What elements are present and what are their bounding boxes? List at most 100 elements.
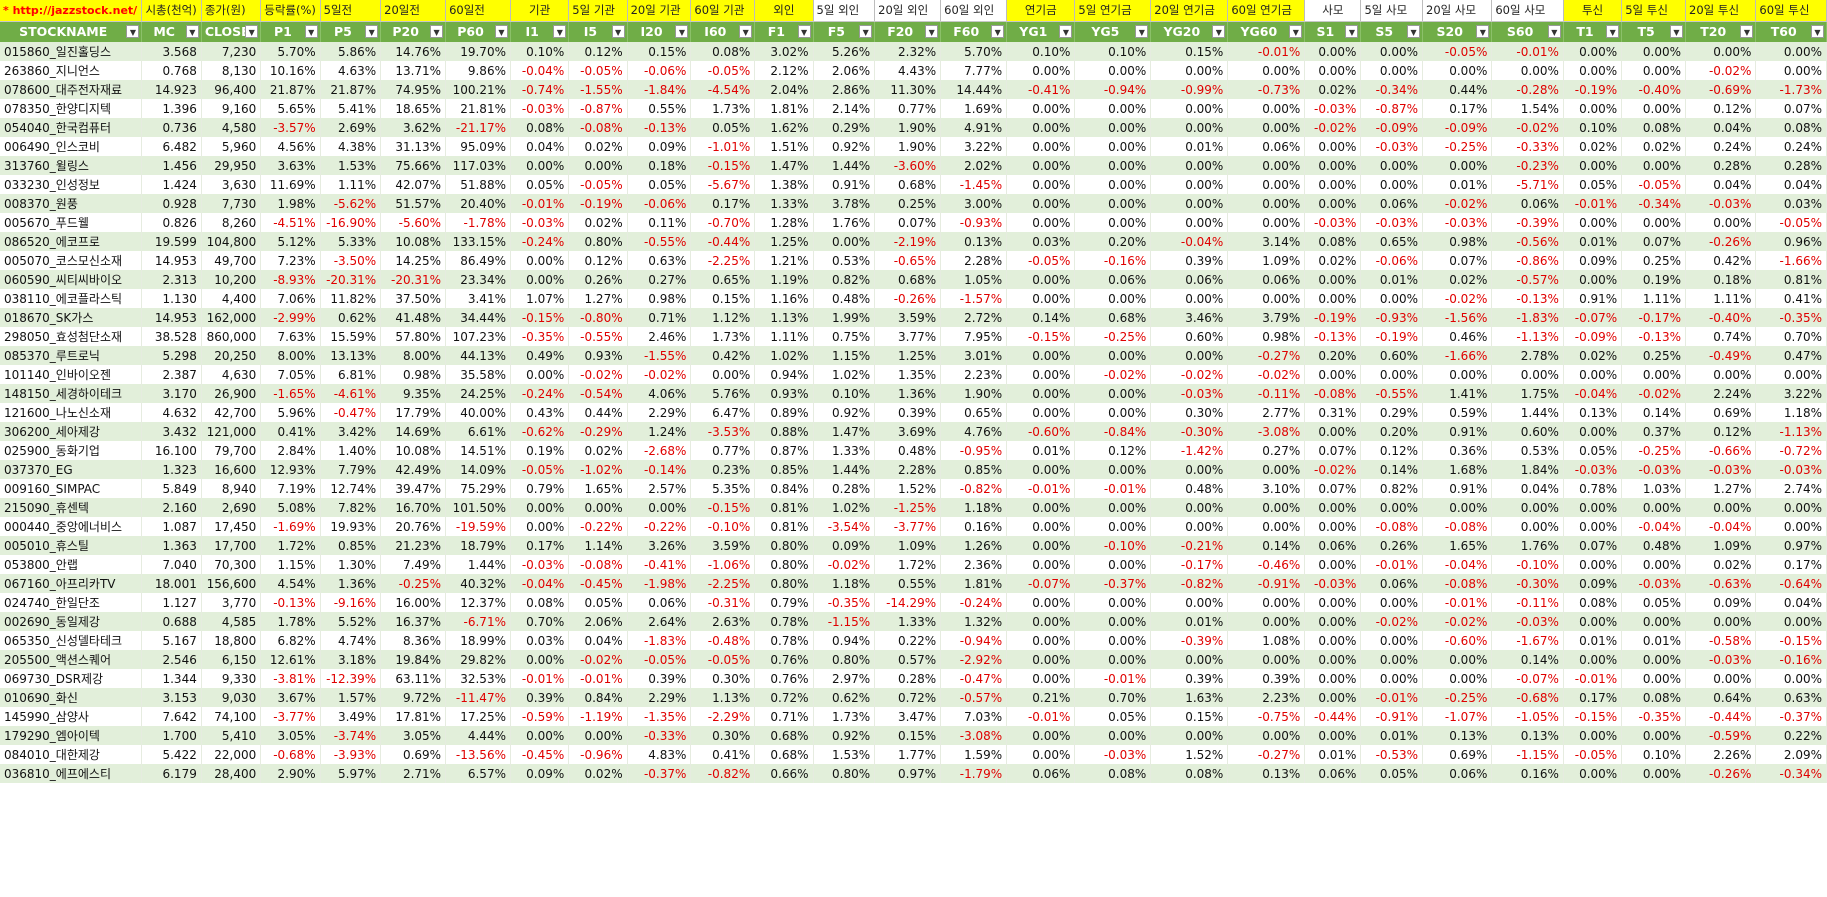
value-cell[interactable]: -0.86%: [1491, 251, 1564, 270]
value-cell[interactable]: 4.44%: [445, 726, 511, 745]
value-cell[interactable]: 1.02%: [754, 346, 814, 365]
value-cell[interactable]: 3.49%: [320, 707, 382, 726]
value-cell[interactable]: -3.77%: [874, 517, 942, 536]
value-cell[interactable]: 0.00%: [1621, 650, 1686, 669]
value-cell[interactable]: 3.05%: [260, 726, 321, 745]
value-cell[interactable]: 0.00%: [627, 498, 692, 517]
stock-name-cell[interactable]: 101140_인바이오젠: [0, 365, 143, 384]
value-cell[interactable]: 0.00%: [1304, 650, 1362, 669]
value-cell[interactable]: 1.69%: [940, 99, 1008, 118]
value-cell[interactable]: 0.00%: [1563, 498, 1623, 517]
value-cell[interactable]: 0.85%: [320, 536, 382, 555]
value-cell[interactable]: 0.17%: [1422, 99, 1493, 118]
value-cell[interactable]: 0.60%: [1150, 327, 1229, 346]
value-cell[interactable]: 0.00%: [1074, 61, 1152, 80]
value-cell[interactable]: 0.00%: [1563, 42, 1623, 61]
value-cell[interactable]: 0.06%: [1006, 764, 1076, 783]
value-cell[interactable]: -5.60%: [380, 213, 447, 232]
column-header-s1[interactable]: S1 ▼: [1304, 21, 1362, 42]
value-cell[interactable]: 0.00%: [1006, 745, 1076, 764]
value-cell[interactable]: -0.02%: [1304, 118, 1362, 137]
value-cell[interactable]: 0.02%: [1685, 555, 1757, 574]
value-cell[interactable]: 4.74%: [320, 631, 382, 650]
value-cell[interactable]: -0.16%: [1755, 650, 1827, 669]
value-cell[interactable]: 0.74%: [1685, 327, 1757, 346]
value-cell[interactable]: 0.24%: [1685, 137, 1757, 156]
value-cell[interactable]: -0.14%: [627, 460, 692, 479]
value-cell[interactable]: 39.47%: [380, 479, 447, 498]
value-cell[interactable]: 0.77%: [874, 99, 942, 118]
value-cell[interactable]: 0.15%: [1150, 42, 1229, 61]
value-cell[interactable]: 41.48%: [380, 308, 447, 327]
value-cell[interactable]: 1.18%: [813, 574, 876, 593]
value-cell[interactable]: -0.68%: [260, 745, 321, 764]
value-cell[interactable]: 1.25%: [754, 232, 814, 251]
value-cell[interactable]: 1.81%: [754, 99, 814, 118]
value-cell[interactable]: 14.953: [141, 308, 202, 327]
value-cell[interactable]: 2.57%: [627, 479, 692, 498]
value-cell[interactable]: -0.24%: [510, 232, 570, 251]
value-cell[interactable]: 0.04%: [510, 137, 570, 156]
value-cell[interactable]: 0.00%: [1074, 593, 1152, 612]
value-cell[interactable]: -0.39%: [1150, 631, 1229, 650]
value-cell[interactable]: 0.00%: [1304, 270, 1362, 289]
value-cell[interactable]: 38.528: [141, 327, 202, 346]
value-cell[interactable]: -0.07%: [1006, 574, 1076, 593]
value-cell[interactable]: 14.953: [141, 251, 202, 270]
value-cell[interactable]: 14.76%: [380, 42, 447, 61]
value-cell[interactable]: 1.36%: [320, 574, 382, 593]
value-cell[interactable]: 1.11%: [1621, 289, 1686, 308]
value-cell[interactable]: 21.87%: [260, 80, 321, 99]
value-cell[interactable]: 0.68%: [754, 745, 814, 764]
value-cell[interactable]: 0.01%: [1563, 232, 1623, 251]
value-cell[interactable]: 0.82%: [813, 270, 876, 289]
value-cell[interactable]: -2.25%: [690, 251, 756, 270]
value-cell[interactable]: 3.59%: [874, 308, 942, 327]
value-cell[interactable]: 162,000: [201, 308, 262, 327]
value-cell[interactable]: -1.42%: [1150, 441, 1229, 460]
value-cell[interactable]: -0.35%: [1755, 308, 1827, 327]
value-cell[interactable]: -1.65%: [260, 384, 321, 403]
value-cell[interactable]: 0.14%: [1227, 536, 1306, 555]
stock-name-cell[interactable]: 006490_인스코비: [0, 137, 143, 156]
value-cell[interactable]: 5.167: [141, 631, 202, 650]
value-cell[interactable]: 0.00%: [1360, 289, 1424, 308]
value-cell[interactable]: -5.62%: [320, 194, 382, 213]
value-cell[interactable]: 0.82%: [1360, 479, 1424, 498]
value-cell[interactable]: 0.00%: [1150, 118, 1229, 137]
value-cell[interactable]: 40.32%: [445, 574, 511, 593]
value-cell[interactable]: 0.00%: [1304, 612, 1362, 631]
value-cell[interactable]: 0.04%: [1685, 175, 1757, 194]
value-cell[interactable]: -0.29%: [568, 422, 628, 441]
value-cell[interactable]: 0.48%: [1150, 479, 1229, 498]
value-cell[interactable]: 19.599: [141, 232, 202, 251]
value-cell[interactable]: 0.14%: [1360, 460, 1424, 479]
value-cell[interactable]: 0.13%: [1491, 726, 1564, 745]
value-cell[interactable]: -0.03%: [1360, 213, 1424, 232]
value-cell[interactable]: -0.08%: [1304, 384, 1362, 403]
value-cell[interactable]: -0.01%: [1006, 707, 1076, 726]
value-cell[interactable]: 0.00%: [1304, 688, 1362, 707]
value-cell[interactable]: -0.02%: [1227, 365, 1306, 384]
column-header-yg5[interactable]: YG5 ▼: [1074, 21, 1152, 42]
value-cell[interactable]: 63.11%: [380, 669, 447, 688]
filter-dropdown-icon[interactable]: ▼: [1345, 24, 1359, 38]
value-cell[interactable]: 29.82%: [445, 650, 511, 669]
label-cell[interactable]: 5일전: [320, 0, 382, 22]
value-cell[interactable]: 37.50%: [380, 289, 447, 308]
value-cell[interactable]: 17.81%: [380, 707, 447, 726]
value-cell[interactable]: 0.06%: [1360, 574, 1424, 593]
value-cell[interactable]: 0.00%: [1563, 555, 1623, 574]
value-cell[interactable]: 0.08%: [1074, 764, 1152, 783]
value-cell[interactable]: 7.642: [141, 707, 202, 726]
value-cell[interactable]: 0.00%: [1006, 669, 1076, 688]
value-cell[interactable]: 0.12%: [1685, 422, 1757, 441]
value-cell[interactable]: 0.80%: [813, 764, 876, 783]
value-cell[interactable]: 0.98%: [380, 365, 447, 384]
value-cell[interactable]: -0.01%: [1006, 479, 1076, 498]
value-cell[interactable]: -2.19%: [874, 232, 942, 251]
column-header-t1[interactable]: T1 ▼: [1563, 21, 1623, 42]
stock-name-cell[interactable]: 038110_에코플라스틱: [0, 289, 143, 308]
value-cell[interactable]: 0.00%: [568, 726, 628, 745]
value-cell[interactable]: 0.80%: [754, 555, 814, 574]
